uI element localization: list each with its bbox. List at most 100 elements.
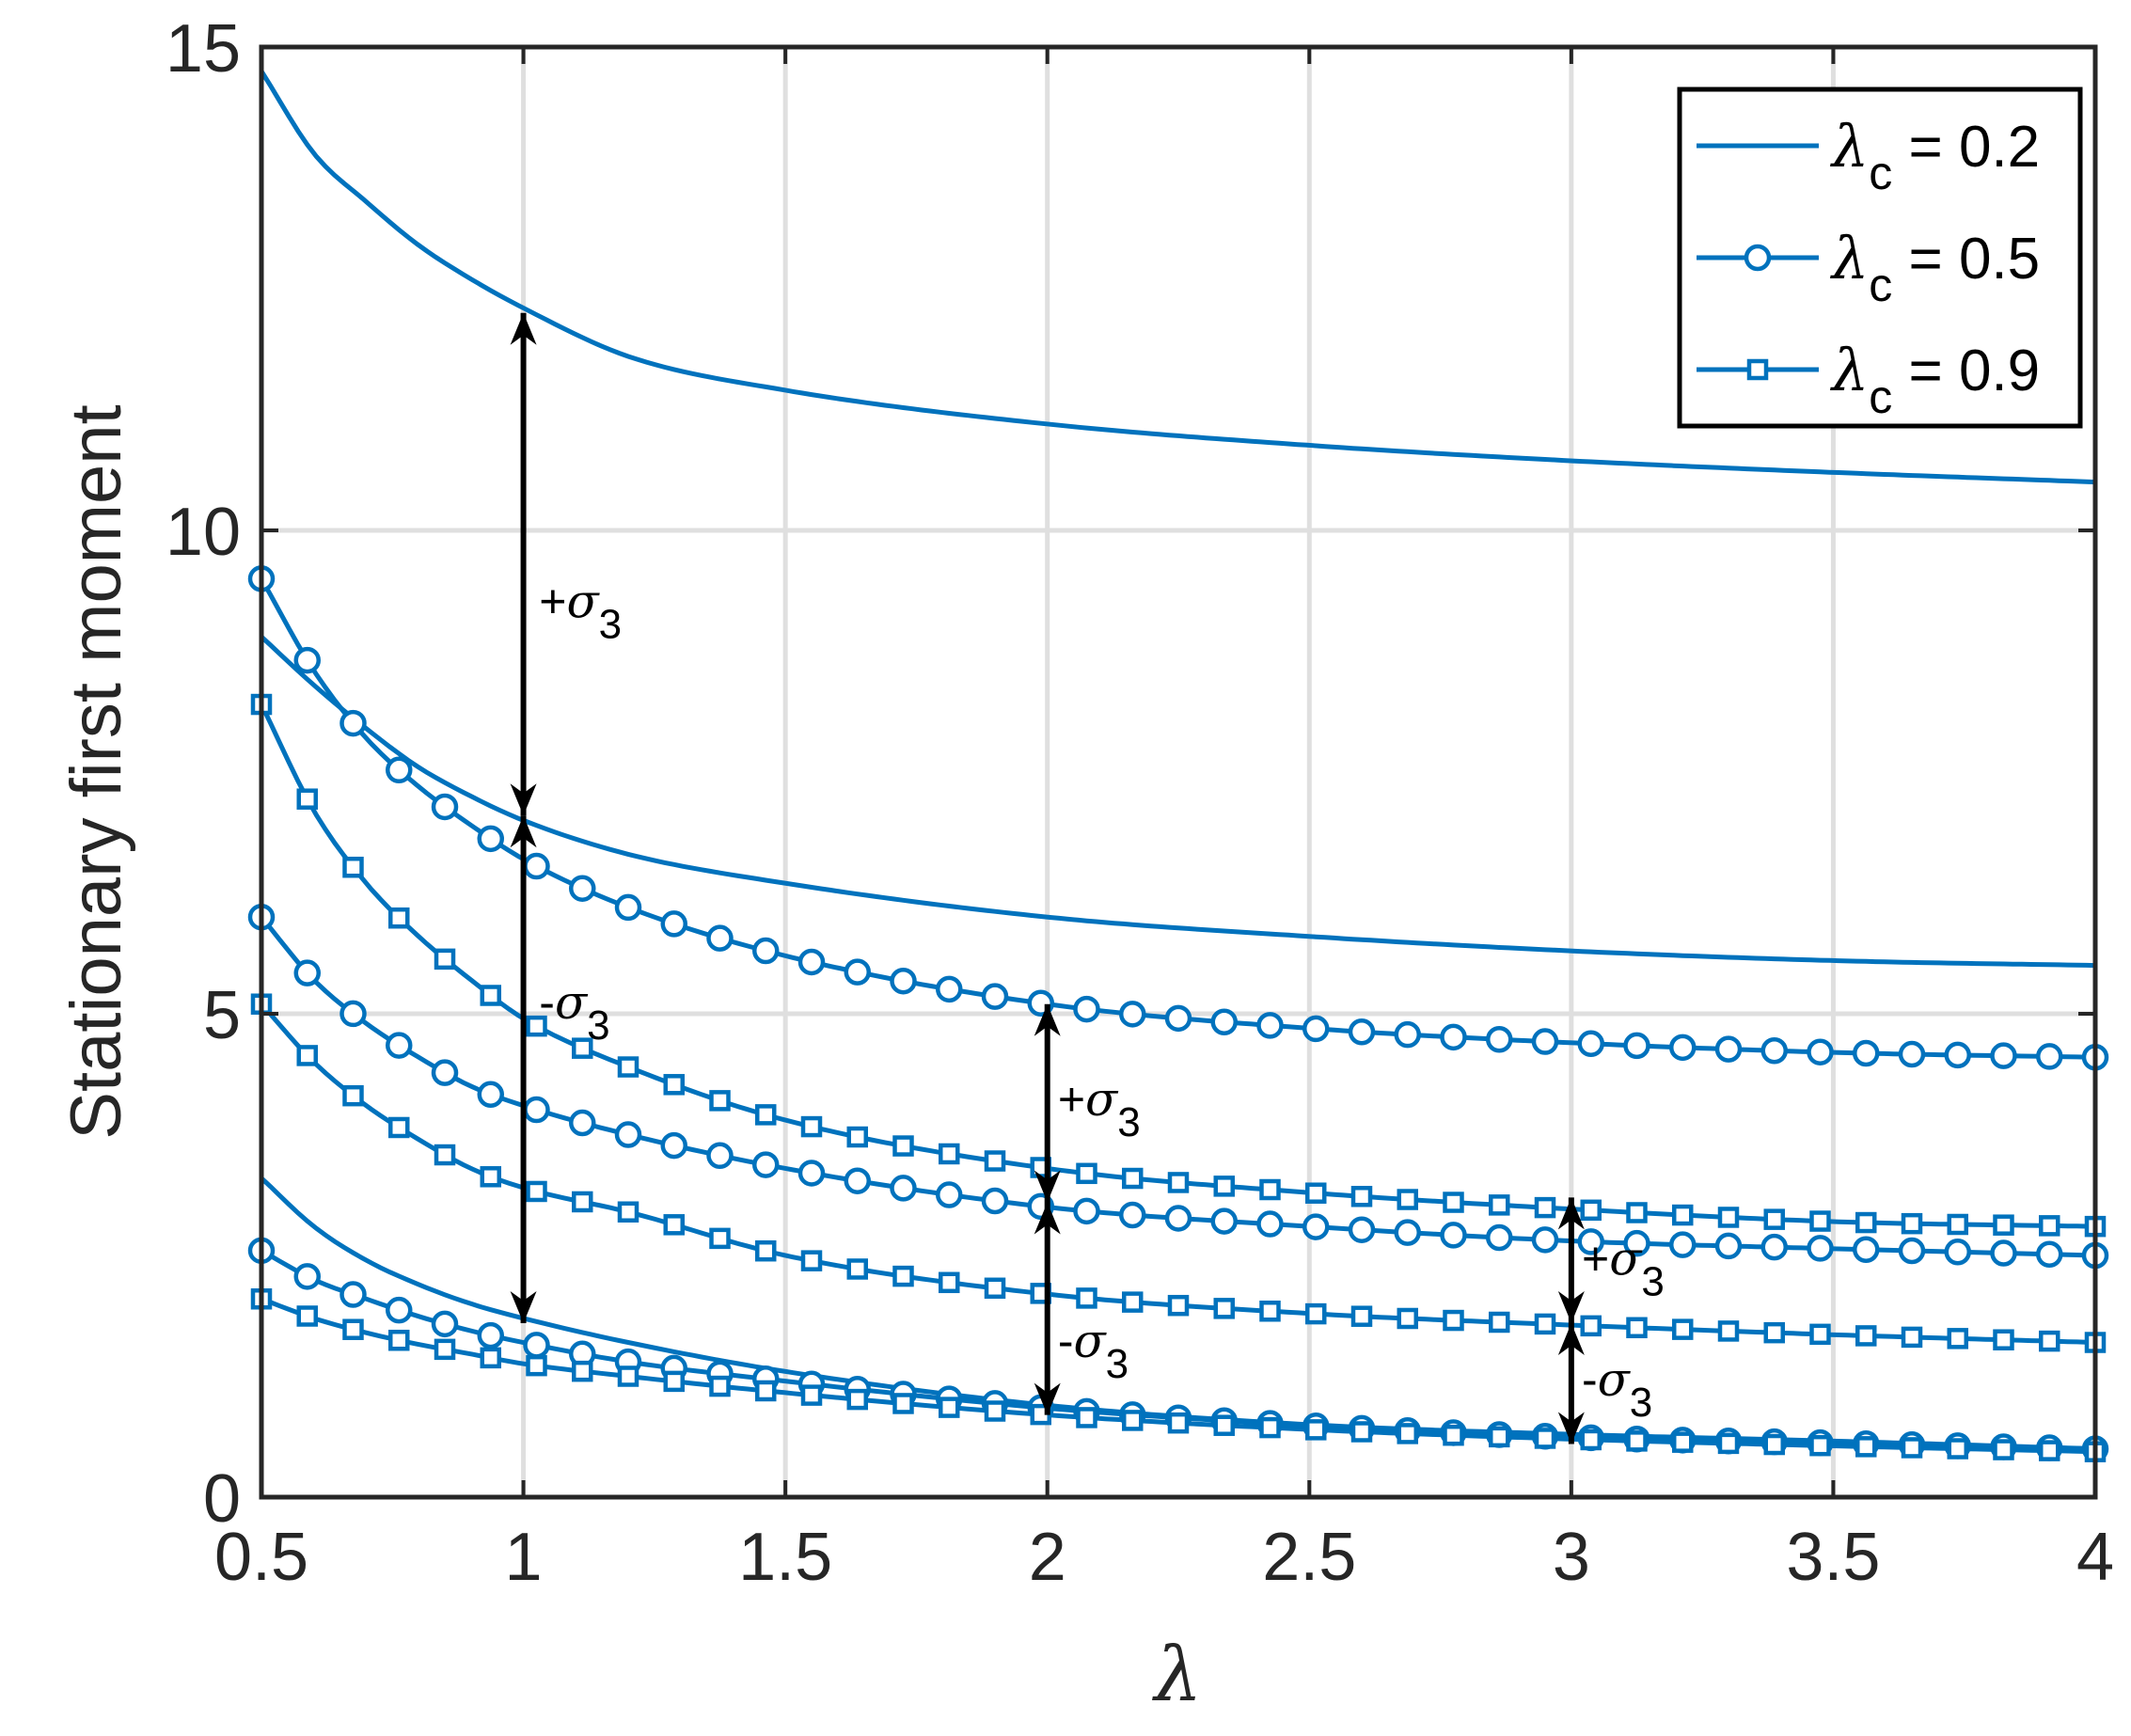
square-marker: [1122, 1410, 1144, 1431]
x-tick-label: 2: [1029, 1520, 1066, 1595]
square-marker: [388, 1116, 410, 1139]
square-marker: [1809, 1434, 1831, 1457]
square-marker: [800, 1384, 823, 1406]
plot-frame: [259, 44, 2098, 1500]
circle-marker: [752, 937, 780, 965]
circle-marker: [1119, 1001, 1146, 1028]
circle-marker: [293, 1263, 321, 1290]
circle-marker: [1302, 1015, 1330, 1043]
square-marker: [939, 1397, 960, 1418]
square-marker: [1534, 1196, 1556, 1219]
legend-label: λc = 0.2: [1829, 112, 2040, 199]
circle-marker: [293, 959, 321, 986]
circle-marker: [1898, 1237, 1926, 1265]
circle-marker: [1760, 1037, 1788, 1065]
series-square-lower: [250, 1288, 2107, 1462]
circle-marker: [1944, 1239, 1971, 1266]
circle-marker: [1348, 1018, 1376, 1046]
circle-marker: [339, 709, 367, 737]
circle-marker: [936, 975, 963, 1003]
square-marker: [342, 1318, 364, 1340]
square-marker: [1489, 1426, 1510, 1448]
square-marker: [892, 1265, 914, 1287]
square-marker: [526, 1015, 547, 1037]
series-line: [259, 70, 2096, 485]
circle-marker: [1807, 1235, 1834, 1262]
circle-marker: [844, 1167, 871, 1194]
circle-marker: [660, 910, 687, 938]
circle-marker: [1073, 1197, 1100, 1225]
square-marker: [617, 1365, 639, 1387]
double-arrow: [510, 815, 537, 1323]
arrow-head-up: [1034, 1003, 1061, 1036]
square-marker: [1397, 1189, 1418, 1210]
square-marker: [846, 1388, 868, 1411]
square-marker: [1901, 1437, 1923, 1459]
square-marker: [709, 1227, 731, 1250]
square-marker: [846, 1258, 868, 1280]
square-marker: [1626, 1202, 1648, 1223]
square-marker: [526, 1180, 547, 1203]
double-arrow: [1034, 1202, 1061, 1415]
double-arrow: [1034, 1003, 1061, 1203]
circle-marker: [614, 1121, 642, 1148]
circle-marker: [614, 893, 642, 922]
square-marker: [1947, 1438, 1968, 1460]
sigma-label: -σ3: [539, 975, 609, 1049]
square-marker: [1259, 1416, 1281, 1439]
circle-marker: [660, 1131, 687, 1160]
square-marker: [1350, 1421, 1373, 1443]
arrow-head-down: [1034, 1170, 1061, 1203]
arrow-head-down: [1557, 1412, 1585, 1444]
square-marker: [526, 1354, 547, 1377]
series-square-upper: [250, 693, 2107, 1238]
square-marker: [1305, 1419, 1327, 1441]
square-marker: [1672, 1204, 1694, 1226]
square-marker: [800, 1115, 823, 1138]
square-marker: [1167, 1294, 1190, 1317]
square-marker: [1076, 1162, 1097, 1185]
square-marker: [617, 1056, 639, 1078]
circle-marker: [1210, 1008, 1238, 1035]
sigma-label: +σ3: [1058, 1072, 1141, 1145]
square-marker: [1580, 1199, 1602, 1222]
series-circle-mean: [247, 903, 2109, 1270]
circle-marker: [2036, 1043, 2063, 1070]
circle-marker: [1990, 1239, 2017, 1267]
circle-marker: [1669, 1034, 1697, 1062]
square-marker: [434, 1144, 456, 1166]
circle-marker: [386, 1032, 413, 1059]
square-marker: [1763, 1208, 1785, 1230]
circle-marker: [1348, 1216, 1376, 1243]
circle-marker: [936, 1181, 963, 1208]
double-arrow: [1557, 1197, 1585, 1323]
series-none-upper: [259, 70, 2096, 485]
square-marker: [617, 1201, 639, 1223]
circle-marker: [1256, 1210, 1284, 1238]
sigma-annotations: +σ3 -σ3 +σ3 -σ3 +σ3 -σ3: [510, 312, 1665, 1444]
square-marker: [480, 1166, 501, 1188]
x-axis-label: λ: [1152, 1631, 1203, 1718]
square-marker: [984, 1150, 1006, 1172]
square-marker: [1672, 1431, 1694, 1453]
square-marker: [939, 1143, 960, 1165]
series-square-mean: [250, 993, 2107, 1353]
square-marker: [1076, 1287, 1097, 1309]
square-marker: [1809, 1210, 1831, 1232]
x-tick-label: 1: [505, 1520, 543, 1595]
circle-marker: [1760, 1233, 1788, 1261]
circle-marker: [1714, 1232, 1743, 1260]
sigma-label: -σ3: [1582, 1352, 1652, 1426]
square-marker: [1626, 1430, 1648, 1452]
circle-marker: [797, 1160, 826, 1187]
square-marker: [1489, 1194, 1510, 1216]
square-marker: [709, 1375, 731, 1397]
circle-marker: [981, 983, 1009, 1010]
square-marker: [1809, 1323, 1831, 1346]
square-marker: [342, 856, 364, 878]
square-marker: [709, 1090, 731, 1112]
square-marker: [1717, 1207, 1740, 1228]
square-marker: [1947, 1213, 1968, 1236]
circle-marker: [1669, 1231, 1697, 1258]
circle-marker: [569, 1109, 596, 1137]
